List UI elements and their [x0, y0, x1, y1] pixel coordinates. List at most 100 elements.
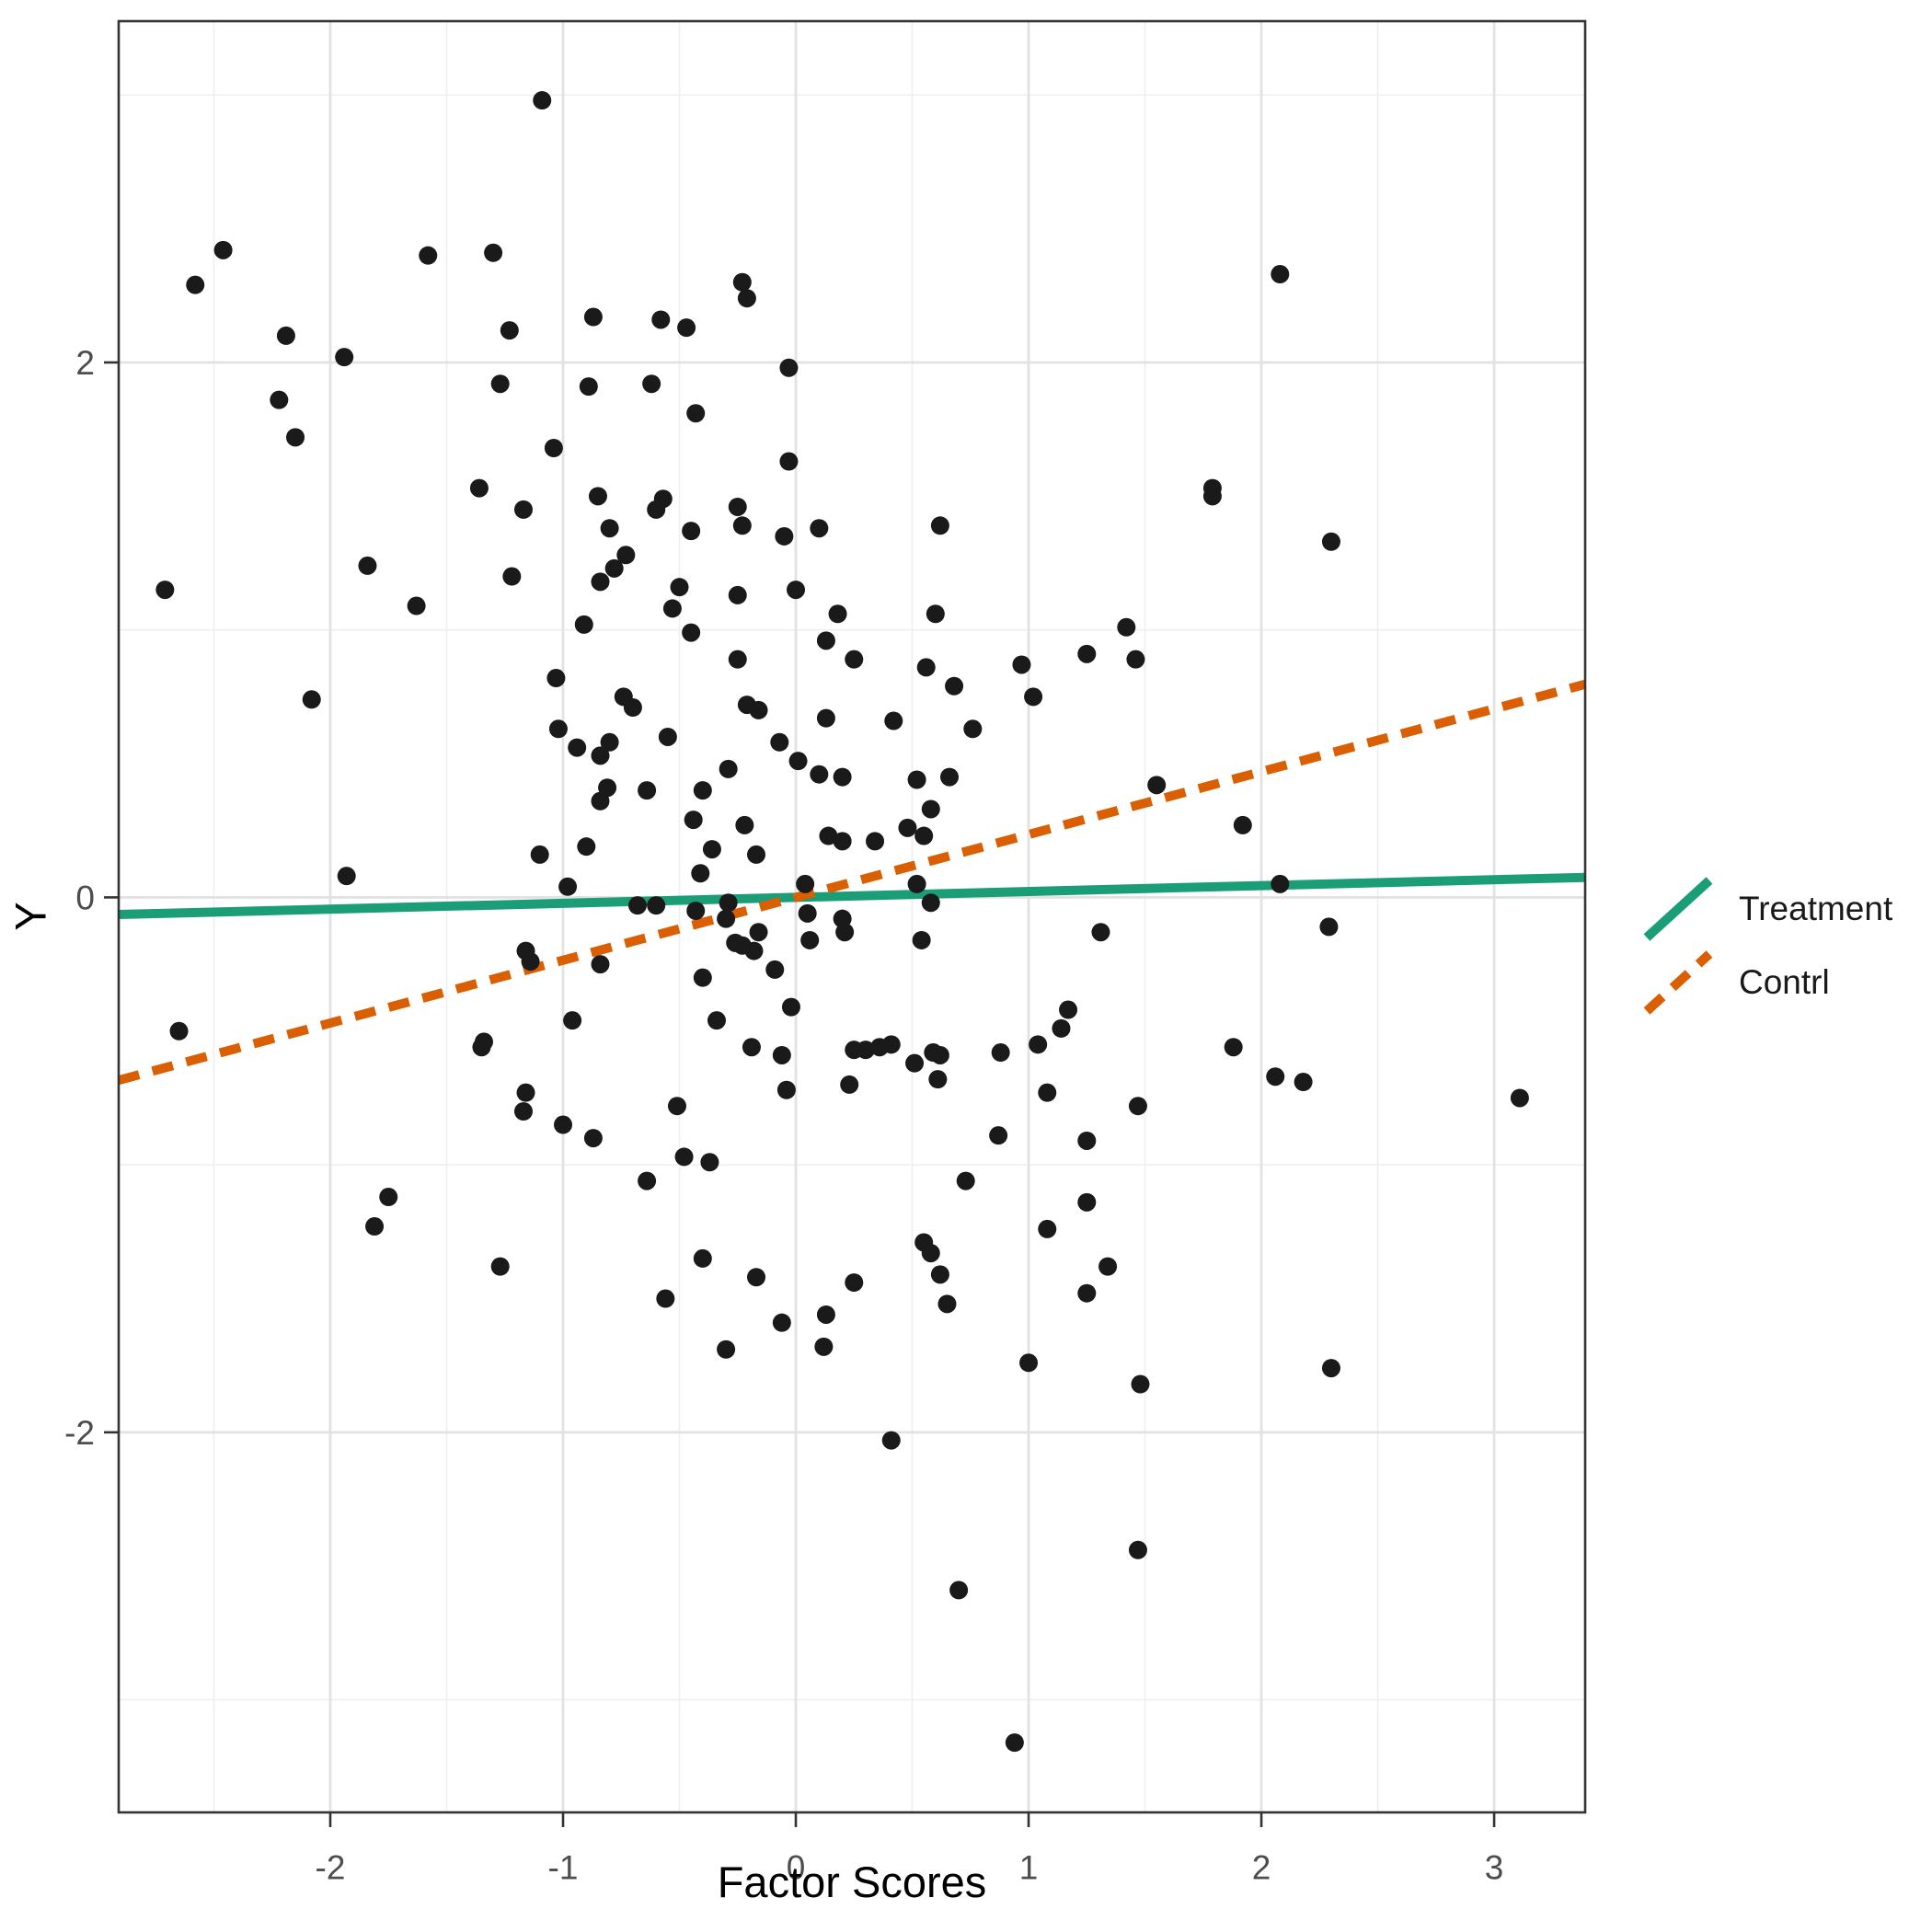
data-point: [544, 439, 563, 458]
data-point: [1019, 1353, 1039, 1373]
data-point: [796, 874, 815, 893]
data-point: [940, 767, 960, 787]
contrl-legend-key-line: [1643, 950, 1713, 1015]
data-point: [1321, 532, 1340, 551]
data-point: [155, 581, 175, 600]
data-point: [1029, 1035, 1048, 1054]
data-point: [627, 896, 647, 915]
data-point: [600, 732, 619, 752]
data-point: [1271, 265, 1290, 284]
data-point: [866, 832, 885, 851]
data-point: [963, 719, 983, 739]
data-point: [798, 903, 817, 923]
data-point: [1091, 923, 1110, 942]
data-point: [1038, 1219, 1057, 1238]
data-point: [747, 1268, 766, 1287]
data-point: [775, 526, 794, 546]
data-point: [548, 719, 568, 739]
data-point: [656, 1289, 675, 1308]
data-point: [513, 1102, 533, 1121]
data-point: [591, 746, 610, 765]
data-point: [737, 289, 756, 308]
data-point: [365, 1217, 385, 1236]
data-point: [588, 487, 607, 506]
data-point: [810, 519, 829, 538]
data-point: [1202, 487, 1222, 506]
data-point: [700, 1153, 719, 1172]
data-point: [513, 500, 533, 519]
data-point: [1128, 1540, 1147, 1559]
data-point: [472, 1038, 491, 1057]
data-point: [530, 845, 549, 864]
data-point: [577, 837, 596, 857]
data-point: [833, 832, 852, 851]
data-point: [670, 578, 689, 597]
x-axis-tick-label: 0: [787, 1848, 806, 1886]
data-point: [682, 623, 701, 642]
data-point: [642, 374, 661, 394]
data-point: [574, 615, 593, 634]
legend-label-contrl: Contrl: [1739, 963, 1830, 1001]
data-point: [651, 310, 671, 329]
data-point: [845, 1273, 864, 1293]
data-point: [623, 698, 642, 718]
data-point: [533, 91, 552, 110]
data-point: [728, 585, 747, 604]
data-point: [788, 752, 808, 771]
data-point: [787, 581, 806, 600]
data-point: [819, 826, 838, 845]
data-point: [583, 1129, 603, 1148]
y-axis-tick-label: 0: [75, 879, 95, 916]
data-point: [1012, 655, 1031, 674]
data-point: [1077, 1131, 1097, 1150]
data-point: [937, 1294, 957, 1314]
panel-background: [119, 21, 1585, 1812]
data-point: [816, 631, 835, 650]
data-point: [1077, 1283, 1097, 1303]
data-point: [881, 1035, 901, 1054]
data-point: [833, 767, 852, 787]
data-point: [810, 765, 829, 784]
data-point: [674, 1147, 694, 1167]
data-point: [616, 546, 636, 565]
data-point: [742, 1038, 761, 1057]
x-axis-tick-label: 2: [1252, 1848, 1271, 1886]
data-point: [677, 318, 696, 338]
data-point: [772, 1045, 791, 1064]
data-point: [749, 700, 768, 719]
data-point: [276, 326, 295, 345]
data-point: [662, 599, 682, 618]
data-point: [337, 867, 356, 886]
data-point: [717, 1340, 736, 1359]
data-point: [989, 1126, 1008, 1145]
data-point: [563, 1011, 582, 1030]
x-axis-tick-label: 1: [1019, 1848, 1039, 1886]
data-point: [930, 516, 949, 535]
data-point: [693, 781, 712, 800]
data-point: [702, 840, 721, 859]
data-point: [717, 909, 736, 928]
data-point: [930, 1265, 949, 1284]
legend-label-treatment: Treatment: [1739, 890, 1893, 927]
data-point: [1319, 917, 1339, 937]
data-point: [647, 896, 666, 915]
data-point: [991, 1043, 1010, 1063]
data-point: [1024, 687, 1043, 707]
data-point: [568, 738, 587, 757]
y-axis-title: Y: [6, 902, 55, 931]
legend: Treatment Contrl: [1639, 872, 1892, 1019]
data-point: [1128, 1097, 1147, 1116]
data-point: [693, 968, 712, 987]
data-point: [770, 732, 789, 752]
legend-item-contrl: Contrl: [1639, 946, 1892, 1019]
data-point: [747, 845, 766, 864]
data-point: [735, 815, 754, 834]
data-point: [744, 941, 764, 960]
data-point: [907, 770, 926, 789]
data-point: [921, 893, 940, 913]
x-axis-tick-label: -1: [548, 1848, 579, 1886]
data-point: [1059, 1000, 1078, 1019]
data-point: [583, 307, 603, 327]
data-point: [930, 1045, 949, 1064]
